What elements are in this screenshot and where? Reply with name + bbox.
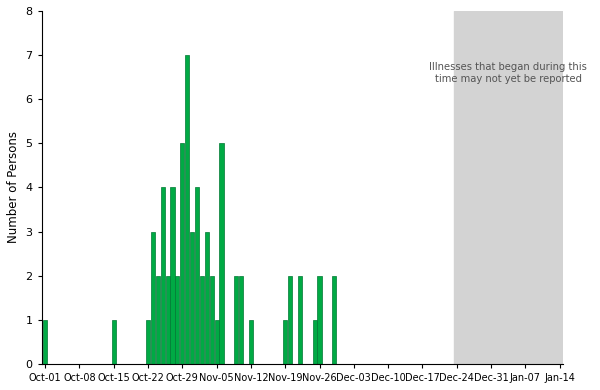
Bar bbox=[175, 276, 179, 364]
Bar bbox=[209, 276, 214, 364]
Bar bbox=[151, 232, 155, 364]
Bar bbox=[112, 320, 116, 364]
Bar bbox=[166, 276, 170, 364]
Bar bbox=[454, 11, 562, 364]
Bar bbox=[313, 320, 317, 364]
Bar bbox=[170, 188, 175, 364]
Bar bbox=[332, 276, 336, 364]
Bar bbox=[180, 144, 184, 364]
Bar bbox=[298, 276, 302, 364]
Bar bbox=[185, 55, 189, 364]
Bar bbox=[317, 276, 322, 364]
Bar bbox=[215, 320, 218, 364]
Bar bbox=[283, 320, 287, 364]
Text: Illnesses that began during this
time may not yet be reported: Illnesses that began during this time ma… bbox=[429, 62, 587, 84]
Bar bbox=[156, 276, 160, 364]
Bar bbox=[234, 276, 238, 364]
Bar bbox=[288, 276, 292, 364]
Bar bbox=[43, 320, 47, 364]
Bar bbox=[249, 320, 253, 364]
Bar bbox=[239, 276, 243, 364]
Bar bbox=[220, 144, 224, 364]
Bar bbox=[200, 276, 204, 364]
Bar bbox=[190, 232, 194, 364]
Bar bbox=[146, 320, 150, 364]
Bar bbox=[205, 232, 209, 364]
Y-axis label: Number of Persons: Number of Persons bbox=[7, 131, 20, 243]
Bar bbox=[161, 188, 165, 364]
Bar bbox=[195, 188, 199, 364]
